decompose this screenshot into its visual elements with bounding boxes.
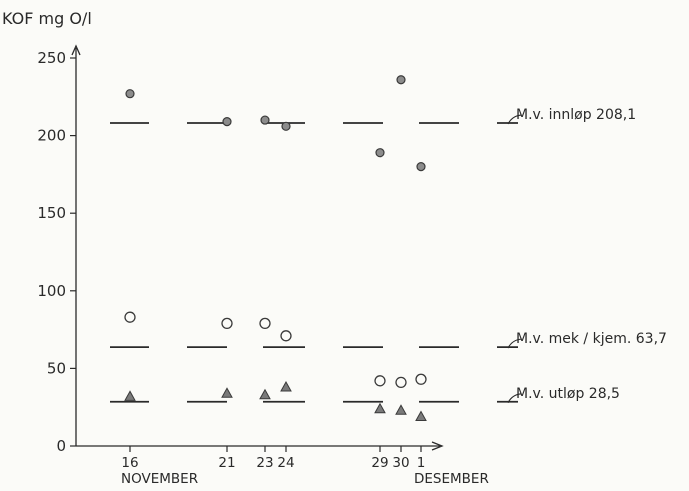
- y-tick-label-250: 250: [37, 49, 66, 67]
- point-innlop-1: [223, 118, 231, 126]
- point-mek-3: [281, 331, 291, 341]
- point-utlop-3: [281, 382, 291, 391]
- point-mek-6: [416, 374, 426, 384]
- point-innlop-0: [126, 90, 134, 98]
- mean-label-utlop: M.v. utløp 28,5: [516, 386, 620, 402]
- point-innlop-5: [397, 76, 405, 84]
- point-utlop-1: [222, 388, 232, 397]
- point-utlop-5: [396, 405, 406, 414]
- point-innlop-6: [417, 163, 425, 171]
- mean-label-innlop: M.v. innløp 208,1: [516, 107, 636, 123]
- month-label-november: NOVEMBER: [121, 471, 198, 487]
- y-tick-label-150: 150: [37, 204, 66, 222]
- point-utlop-6: [416, 412, 426, 421]
- x-tick-label-30: 30: [392, 455, 409, 471]
- x-tick-label-29: 29: [371, 455, 388, 471]
- x-tick-label-16: 16: [121, 455, 138, 471]
- x-tick-label-23: 23: [256, 455, 273, 471]
- point-mek-1: [222, 318, 232, 328]
- point-mek-4: [375, 376, 385, 386]
- point-innlop-4: [376, 149, 384, 157]
- y-tick-label-50: 50: [47, 359, 66, 377]
- y-tick-label-200: 200: [37, 127, 66, 145]
- x-tick-label-21: 21: [218, 455, 235, 471]
- point-mek-2: [260, 318, 270, 328]
- month-label-desember: DESEMBER: [414, 471, 489, 487]
- x-tick-label-24: 24: [277, 455, 294, 471]
- point-innlop-2: [261, 116, 269, 124]
- point-innlop-3: [282, 122, 290, 130]
- point-mek-0: [125, 312, 135, 322]
- point-utlop-0: [125, 391, 135, 400]
- y-tick-label-100: 100: [37, 282, 66, 300]
- point-utlop-4: [375, 404, 385, 413]
- point-mek-5: [396, 377, 406, 387]
- x-tick-label-1: 1: [417, 455, 426, 471]
- y-tick-label-0: 0: [56, 437, 66, 455]
- y-axis-title: KOF mg O/l: [2, 9, 92, 28]
- mean-label-mek: M.v. mek / kjem. 63,7: [516, 331, 667, 347]
- point-utlop-2: [260, 390, 270, 399]
